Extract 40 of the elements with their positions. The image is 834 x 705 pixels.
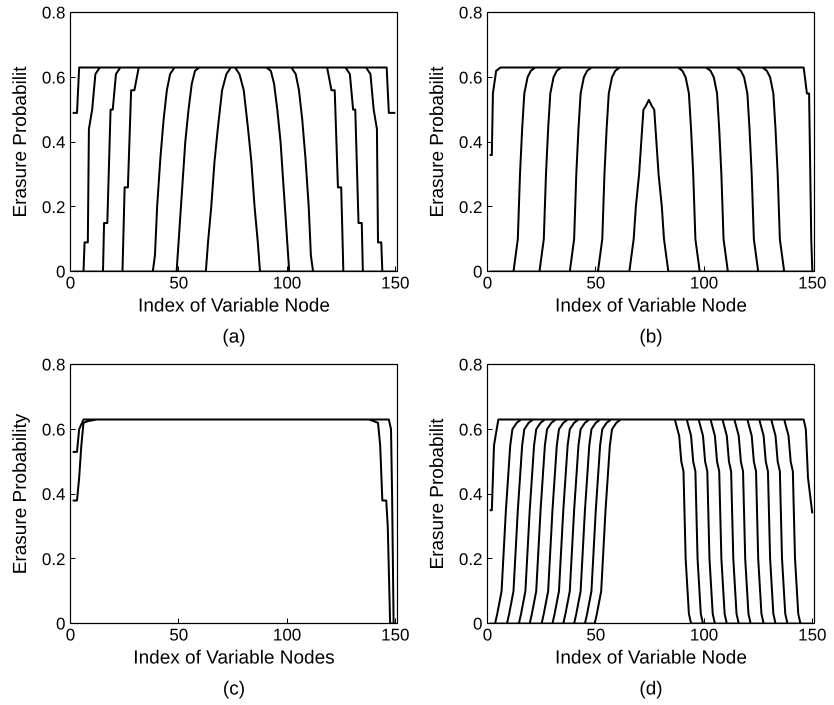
x-tick-label: 100 xyxy=(272,274,302,292)
y-tick-label: 0.6 xyxy=(42,420,66,440)
x-tick-label: 100 xyxy=(690,274,718,292)
y-tick-label: 0.8 xyxy=(42,356,66,374)
text: (c) xyxy=(222,678,246,700)
y-tick-label: 0.4 xyxy=(458,485,483,504)
text: (b) xyxy=(639,326,663,348)
y-tick-label: 0.2 xyxy=(458,550,483,569)
y-tick-label: 0.8 xyxy=(42,4,66,22)
y-tick-label: 0.4 xyxy=(458,133,483,152)
x-tick-label: 50 xyxy=(169,274,188,292)
y-tick-label: 0.6 xyxy=(458,420,483,440)
y-tick-label: 0.6 xyxy=(42,68,66,88)
x-tick-label: 50 xyxy=(586,626,606,644)
x-axis-title: Index of Variable Node xyxy=(138,296,330,316)
y-axis-title: Erasure Probabilit xyxy=(426,66,448,218)
text: (a) xyxy=(222,326,246,348)
x-tick-label: 150 xyxy=(798,626,827,644)
y-tick-label: 0.8 xyxy=(458,4,483,22)
y-tick-label: 0.6 xyxy=(458,68,483,88)
y-axis-title: Erasure Probabilit xyxy=(10,66,31,218)
y-axis-title: Erasure Probabilit xyxy=(426,418,448,570)
text: (d) xyxy=(639,678,663,700)
y-tick-label: 0.4 xyxy=(42,133,66,152)
x-tick-label: 150 xyxy=(798,274,827,292)
x-axis-title: Index of Variable Node xyxy=(555,648,747,668)
y-tick-label: 0.2 xyxy=(42,550,66,569)
y-tick-label: 0.2 xyxy=(458,198,483,217)
x-tick-label: 150 xyxy=(381,626,410,644)
x-tick-label: 150 xyxy=(381,274,410,292)
x-tick-label: 50 xyxy=(586,274,606,292)
x-tick-label: 100 xyxy=(272,626,302,644)
y-tick-label: 0.8 xyxy=(458,356,483,374)
y-tick-label: 0.4 xyxy=(42,485,66,504)
x-axis-title: Index of Variable Node xyxy=(555,296,747,316)
y-axis-title: Erasure Probability xyxy=(10,413,31,574)
y-tick-label: 0.2 xyxy=(42,198,66,217)
x-axis-title: Index of Variable Nodes xyxy=(133,648,335,668)
x-tick-label: 100 xyxy=(690,626,718,644)
x-tick-label: 50 xyxy=(169,626,188,644)
